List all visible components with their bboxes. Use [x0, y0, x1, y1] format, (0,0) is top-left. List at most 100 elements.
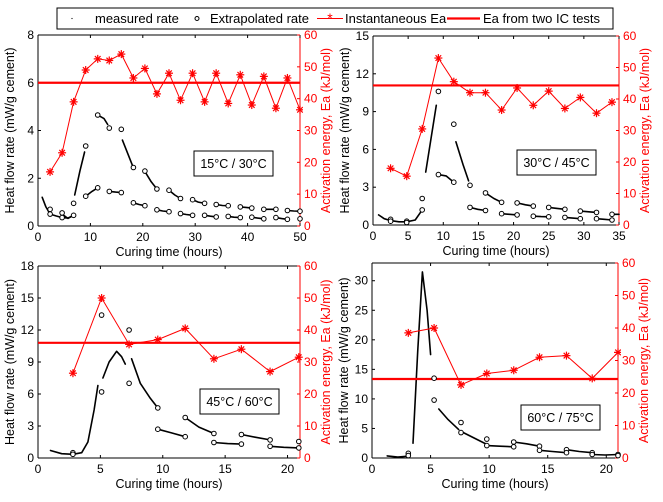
- extrapolated-point-lower: [577, 215, 584, 222]
- star-stroke: [589, 375, 596, 382]
- y-tick-label: 0: [361, 451, 368, 465]
- plot-area: [38, 294, 303, 458]
- x-axis-label: Curing time (hours): [116, 477, 223, 491]
- measured-rate-segment: [412, 271, 432, 445]
- y-tick-label: 12: [356, 67, 370, 81]
- instantaneous-ea-marker: [529, 101, 538, 110]
- extrapolated-point-lower: [154, 207, 160, 213]
- instantaneous-ea-line: [408, 327, 619, 386]
- extrapolated-point-upper: [94, 112, 101, 118]
- extrapolated-point-upper: [498, 199, 505, 206]
- legend-instantaneous-label: Instantaneous Ea: [345, 11, 447, 26]
- extrapolated-point-upper: [237, 204, 244, 210]
- star-stroke: [82, 66, 89, 74]
- star-stroke: [106, 57, 113, 64]
- star-stroke: [296, 106, 303, 114]
- y2-tick-label: 40: [622, 321, 636, 335]
- y-tick-label: 15: [355, 362, 369, 376]
- extrapolated-point-lower: [126, 380, 132, 387]
- extrapolated-point-lower: [130, 200, 137, 206]
- extrapolated-point-lower: [59, 214, 65, 221]
- instantaneous-ea-marker: [560, 104, 569, 113]
- star-stroke: [577, 94, 584, 101]
- y2-tick-label: 0: [304, 219, 311, 233]
- extrapolated-point-upper: [155, 405, 161, 411]
- instantaneous-ea-marker: [46, 167, 55, 176]
- instantaneous-ea-marker: [535, 353, 544, 362]
- instantaneous-ea-marker: [69, 97, 78, 106]
- extrapolated-point-upper: [225, 202, 231, 209]
- x-tick-label: 15: [218, 462, 232, 476]
- star-stroke: [608, 98, 616, 106]
- star-stroke: [530, 102, 537, 109]
- instantaneous-ea-marker: [402, 172, 411, 181]
- extrapolated-point-lower: [458, 429, 464, 436]
- extrapolated-point-lower: [467, 204, 473, 211]
- measured-rate-segment: [462, 431, 488, 446]
- star-stroke: [387, 165, 394, 172]
- instantaneous-ea-marker: [283, 73, 292, 82]
- y2-tick-label: 40: [304, 323, 318, 337]
- instantaneous-ea-marker: [457, 380, 466, 389]
- legend-measured-label: measured rate: [95, 11, 179, 26]
- instantaneous-ea-marker: [576, 93, 585, 102]
- y-axis-label: Heat flow rate (mW/g cement): [338, 47, 352, 213]
- legend-ea-ic-label: Ea from two IC tests: [483, 11, 601, 26]
- extrapolated-point-lower: [201, 212, 208, 219]
- extrapolated-point-lower: [237, 214, 244, 221]
- extrapolated-point-upper: [545, 204, 552, 211]
- extrapolated-point-lower: [142, 202, 148, 209]
- extrapolated-point-upper: [514, 200, 520, 206]
- condition-label: 30°C / 45°C: [523, 156, 589, 170]
- extrapolated-point-upper: [126, 327, 132, 333]
- extrapolated-point-upper: [154, 186, 160, 192]
- star-stroke: [118, 50, 125, 58]
- y2-tick-label: 60: [304, 28, 318, 42]
- extrapolated-point-upper: [267, 437, 273, 443]
- star-stroke: [430, 324, 438, 332]
- y2-axis-label: Activation energy, Ea (kJ/mol): [638, 48, 652, 213]
- instantaneous-ea-marker: [271, 104, 280, 113]
- measured-rate-segment: [405, 209, 424, 223]
- extrapolated-point-lower: [484, 442, 490, 449]
- star-stroke: [141, 65, 149, 72]
- instantaneous-ea-marker: [592, 109, 601, 118]
- instantaneous-ea-marker: [176, 96, 185, 105]
- star-stroke: [284, 74, 291, 82]
- x-axis-label: Curing time (hours): [443, 244, 550, 258]
- y2-tick-label: 10: [623, 187, 637, 201]
- star-stroke: [212, 69, 220, 77]
- y2-tick-label: 60: [622, 256, 636, 270]
- extrapolated-point-lower: [106, 188, 113, 195]
- extrapolated-point-lower: [297, 216, 303, 222]
- extrapolated-point-upper: [609, 211, 615, 218]
- instantaneous-ea-marker: [236, 70, 245, 79]
- star-stroke: [224, 100, 232, 107]
- y2-tick-label: 50: [304, 291, 318, 305]
- extrapolated-point-lower: [451, 179, 457, 185]
- star-stroke: [563, 352, 570, 359]
- instantaneous-ea-marker: [266, 367, 275, 376]
- measured-rate-segment: [512, 441, 541, 448]
- extrapolated-point-upper: [201, 200, 208, 207]
- x-tick-label: 0: [370, 229, 377, 243]
- x-tick-label: 15: [472, 229, 486, 243]
- y-tick-label: 20: [355, 333, 369, 347]
- instantaneous-ea-marker: [482, 369, 491, 378]
- instantaneous-ea-marker: [544, 87, 553, 96]
- star-stroke: [210, 355, 218, 363]
- extrapolated-point-lower: [405, 452, 412, 459]
- instantaneous-ea-marker: [97, 294, 106, 302]
- extrapolated-point-upper: [177, 195, 184, 202]
- y-tick-label: 4: [27, 124, 34, 138]
- extrapolated-point-upper: [238, 431, 245, 438]
- instantaneous-ea-marker: [209, 354, 218, 363]
- measured-rate-segment: [269, 445, 300, 449]
- extrapolated-point-lower: [510, 444, 517, 450]
- star-stroke: [248, 101, 256, 109]
- extrapolated-point-lower: [182, 433, 188, 440]
- star-stroke: [435, 54, 442, 62]
- y-tick-label: 6: [27, 76, 34, 90]
- y-axis-label: Heat flow rate (mW/g cement): [3, 279, 17, 445]
- y2-tick-label: 60: [304, 259, 318, 273]
